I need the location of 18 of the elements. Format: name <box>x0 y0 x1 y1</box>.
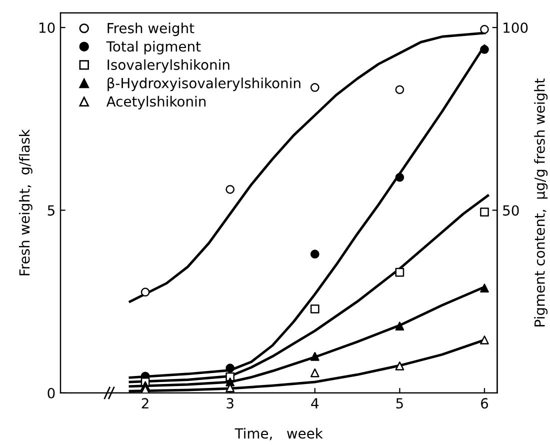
y2-tick-label: 100 <box>504 22 528 33</box>
x-tick-label: 2 <box>142 398 148 408</box>
legend-label: Fresh weight <box>108 22 194 36</box>
legend-label: Isovalerylshikonin <box>108 59 230 73</box>
x-tick-label: 4 <box>311 398 319 408</box>
legend-label: Total pigment <box>106 40 201 54</box>
y-tick-label: 5 <box>48 205 54 216</box>
legend-label: β-Hydroxyisovalerylshikonin <box>108 78 300 92</box>
y-tick-label: 10 <box>39 22 55 33</box>
legend-label: Acetylshikonin <box>106 96 206 110</box>
x-tick-label: 6 <box>481 398 488 409</box>
x-tick-label: 3 <box>226 398 234 409</box>
x-tick-label: 5 <box>396 398 403 409</box>
x-axis-title: Time, week <box>234 428 323 440</box>
y-tick-label: 0 <box>48 388 55 398</box>
y2-axis-title: Pigment content, μg/g fresh weight <box>534 78 548 326</box>
y-axis-title: Fresh weight, g/flask <box>18 129 32 276</box>
y2-tick-label: 50 <box>503 205 519 216</box>
